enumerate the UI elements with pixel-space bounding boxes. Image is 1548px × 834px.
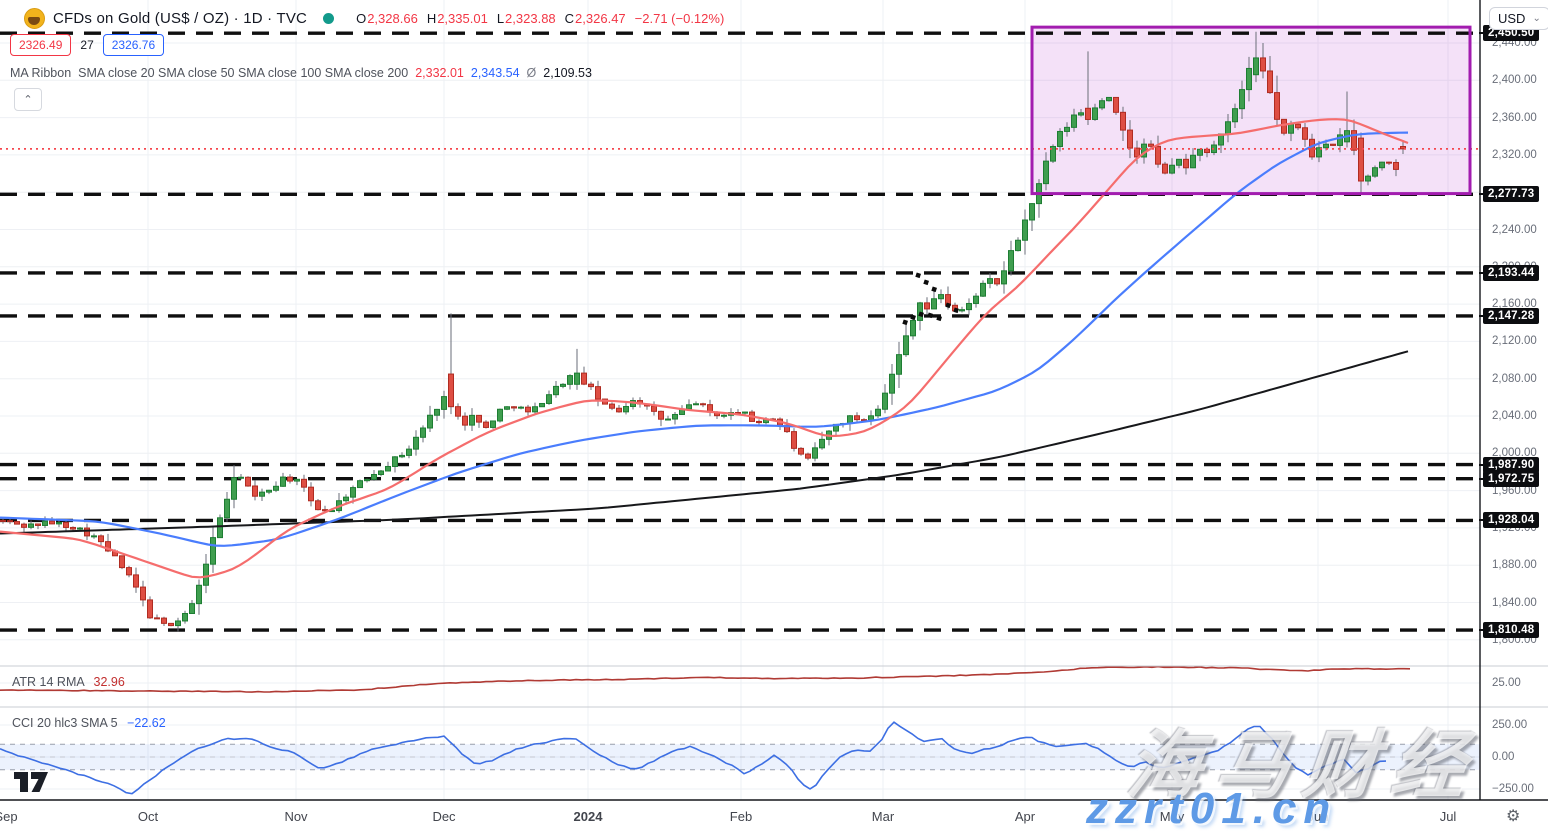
ohlc-readout: O2,328.66 H2,335.01 L2,323.88 C2,326.47 …: [356, 11, 724, 26]
price-level-chip: 2,193.44: [1483, 264, 1540, 281]
bid-ask-row: 2326.49 27 2326.76: [10, 34, 165, 56]
atr-value: 32.96: [93, 675, 125, 689]
chevron-down-icon: ⌄: [1532, 13, 1541, 24]
candlestick-series[interactable]: [0, 31, 1406, 632]
collapse-legend-button[interactable]: ⌃: [14, 88, 42, 111]
atr-title: ATR 14 RMA: [12, 675, 85, 689]
time-axis-label[interactable]: 2024: [573, 809, 603, 824]
buy-button[interactable]: 2326.76: [102, 34, 165, 56]
price-tick-label: 1,840.00: [1492, 596, 1537, 609]
price-tick-label: 2,360.00: [1492, 111, 1537, 124]
time-axis-label[interactable]: May: [1159, 809, 1185, 824]
sma50-line: [0, 131, 1409, 547]
time-axis-label[interactable]: Nov: [284, 809, 308, 824]
time-axis-label[interactable]: Jul: [1439, 809, 1457, 824]
price-level-chip: 1,928.04: [1483, 512, 1540, 529]
cci-tick-label: 0.00: [1492, 751, 1515, 763]
cci-value: −22.62: [127, 716, 166, 730]
price-tick-label: 1,880.00: [1492, 559, 1537, 572]
ma-ribbon-title: MA Ribbon: [10, 66, 72, 80]
price-tick-label: 2,400.00: [1492, 74, 1537, 87]
time-axis-label[interactable]: Dec: [432, 809, 456, 824]
sma20-value: 2,332.01: [415, 66, 464, 80]
price-level-chip: 1,810.48: [1483, 622, 1540, 639]
time-axis-label[interactable]: Jun: [1307, 809, 1329, 824]
tradingview-logo-icon: [14, 772, 48, 792]
annotation-dots: [902, 272, 959, 326]
price-level-chip: 2,277.73: [1483, 186, 1540, 203]
gold-symbol-icon: [24, 8, 45, 29]
price-tick-label: 2,080.00: [1492, 372, 1537, 385]
price-tick-label: 1,960.00: [1492, 484, 1537, 497]
ohlc-low: L2,323.88: [496, 11, 556, 26]
bar-countdown: 27: [80, 38, 94, 52]
cci-tick-label: −250.00: [1492, 783, 1534, 795]
ma-ribbon-legend[interactable]: MA Ribbon SMA close 20 SMA close 50 SMA …: [10, 66, 592, 80]
gear-icon[interactable]: ⚙: [1506, 808, 1521, 825]
change-readout: −2.71 (−0.12%): [634, 11, 725, 26]
highlight-box-border[interactable]: [1030, 25, 1472, 196]
price-tick-label: 2,320.00: [1492, 148, 1537, 161]
pane-separators: [0, 0, 1548, 801]
currency-selector[interactable]: USD ⌄: [1489, 7, 1548, 30]
watermark-url: zzrt01.cn: [1086, 784, 1338, 833]
price-level-chip: 2,147.28: [1483, 307, 1540, 324]
time-axis-label[interactable]: Sep: [0, 809, 18, 824]
time-axis-label[interactable]: Mar: [871, 809, 895, 824]
cci-line: [0, 721, 1387, 795]
ohlc-high: H2,335.01: [426, 11, 488, 26]
currency-label: USD: [1498, 11, 1526, 26]
sell-button[interactable]: 2326.49: [10, 34, 72, 56]
time-axis-label[interactable]: Oct: [137, 809, 159, 824]
ohlc-close: C2,326.47: [564, 11, 626, 26]
symbol-title[interactable]: CFDs on Gold (US$ / OZ) · 1D · TVC: [53, 10, 308, 27]
atr-tick-label: 25.00: [1492, 677, 1521, 689]
sma200-line: [0, 350, 1409, 535]
chart-header: CFDs on Gold (US$ / OZ) · 1D · TVC O2,32…: [24, 8, 724, 29]
sma200-value: 2,109.53: [543, 66, 592, 80]
time-axis-label[interactable]: Apr: [1014, 809, 1036, 824]
ohlc-open: O2,328.66: [356, 11, 418, 26]
time-axis-label[interactable]: Feb: [729, 809, 753, 824]
cci-tick-label: 250.00: [1492, 719, 1528, 731]
market-status-icon: [323, 13, 335, 24]
price-tick-label: 2,040.00: [1492, 410, 1537, 422]
sma20-line: [0, 118, 1409, 579]
ma-ribbon-params: SMA close 20 SMA close 50 SMA close 100 …: [78, 66, 409, 80]
atr-legend[interactable]: ATR 14 RMA 32.96: [12, 675, 125, 689]
cci-title: CCI 20 hlc3 SMA 5: [12, 716, 118, 730]
price-tick-label: 2,240.00: [1492, 223, 1537, 236]
null-set-symbol: Ø: [526, 66, 537, 80]
atr-line: [0, 665, 1411, 693]
tradingview-logo[interactable]: [14, 772, 50, 798]
price-level-chip: 1,987.90: [1483, 456, 1540, 473]
price-tick-label: 2,120.00: [1492, 335, 1537, 348]
price-level-chip: 1,972.75: [1483, 470, 1540, 487]
cci-legend[interactable]: CCI 20 hlc3 SMA 5 −22.62: [12, 716, 166, 730]
sma50-value: 2,343.54: [470, 66, 520, 80]
